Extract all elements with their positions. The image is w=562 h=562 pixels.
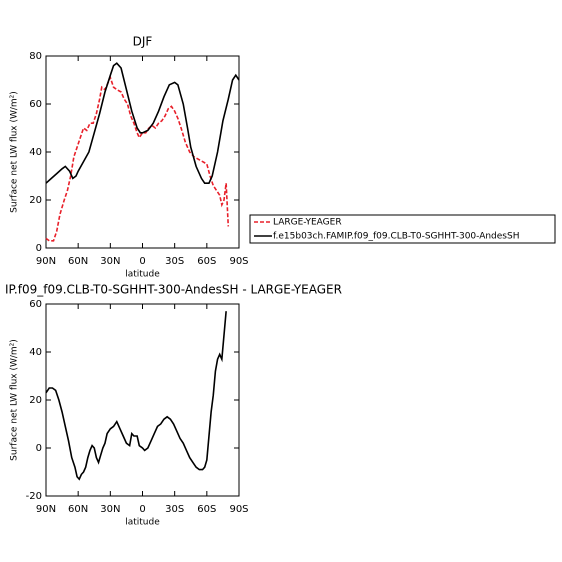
y-tick-label: 20 <box>29 395 42 406</box>
y-axis-label: Surface net LW flux (W/m²) <box>10 339 20 461</box>
x-tick-label: 30N <box>100 256 120 267</box>
series-line <box>45 311 227 481</box>
y-axis-label: Surface net LW flux (W/m²) <box>10 91 20 213</box>
x-tick-label: 60N <box>68 256 88 267</box>
legend-label: f.e15b03ch.FAMIP.f09_f09.CLB-T0-SGHHT-30… <box>273 232 519 242</box>
chart-title: DJF <box>133 35 153 49</box>
y-tick-label: 40 <box>29 147 42 158</box>
legend-label: LARGE-YEAGER <box>273 218 342 228</box>
y-tick-label: 40 <box>29 347 42 358</box>
x-tick-label: 60S <box>197 504 216 515</box>
x-tick-label: 60S <box>197 256 216 267</box>
x-axis-label: latitude <box>125 518 160 528</box>
x-tick-label: 30S <box>165 256 184 267</box>
x-tick-label: 0 <box>139 256 145 267</box>
y-tick-label: 80 <box>29 51 42 62</box>
x-tick-label: 90N <box>36 256 56 267</box>
x-tick-label: 90S <box>229 256 248 267</box>
x-tick-label: 0 <box>139 504 145 515</box>
series-line <box>45 62 240 184</box>
series-line <box>45 75 230 242</box>
y-tick-label: 0 <box>36 243 42 254</box>
chart-title: IP.f09_f09.CLB-T0-SGHHT-300-AndesSH - LA… <box>5 283 342 297</box>
y-tick-label: -20 <box>26 491 42 502</box>
y-tick-label: 60 <box>29 99 42 110</box>
x-axis-label: latitude <box>125 270 160 280</box>
x-tick-label: 60N <box>68 504 88 515</box>
y-tick-label: 20 <box>29 195 42 206</box>
x-tick-label: 90N <box>36 504 56 515</box>
x-tick-label: 30S <box>165 504 184 515</box>
x-tick-label: 90S <box>229 504 248 515</box>
y-tick-label: 60 <box>29 299 42 310</box>
legend-box <box>249 214 556 244</box>
y-tick-label: 0 <box>36 443 42 454</box>
x-tick-label: 30N <box>100 504 120 515</box>
